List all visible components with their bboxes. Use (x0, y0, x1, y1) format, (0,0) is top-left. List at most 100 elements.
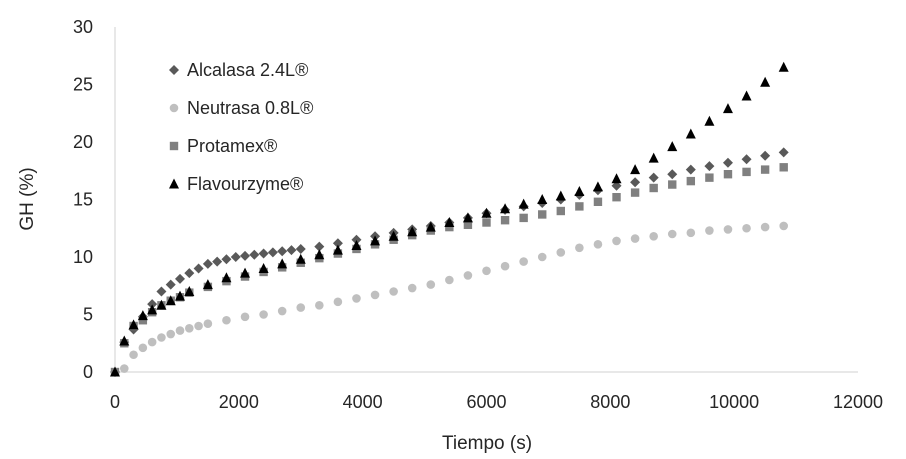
circle-data-point (194, 321, 203, 331)
square-data-point (575, 202, 584, 211)
y-tick-label: 30 (73, 17, 93, 37)
circle-data-point (649, 232, 658, 241)
circle-data-point (407, 283, 417, 293)
triangle-data-point (119, 335, 130, 346)
circle-data-point (500, 261, 510, 271)
triangle-data-point (722, 103, 733, 114)
square-data-point (500, 216, 510, 225)
circle-data-point (760, 222, 770, 232)
legend-diamond-marker (169, 65, 179, 75)
legend-square-marker (169, 141, 179, 151)
diamond-data-point (778, 147, 789, 158)
square-data-point (668, 180, 677, 189)
legend-label: Protamex® (187, 136, 277, 156)
square-data-point (612, 193, 621, 202)
triangle-data-point (611, 173, 622, 184)
legend-label: Neutrasa 0.8L® (187, 98, 313, 118)
triangle-data-point (741, 90, 752, 101)
circle-data-point (742, 223, 751, 233)
circle-data-point (175, 326, 185, 335)
series-triangle (110, 61, 789, 377)
circle-data-point (185, 324, 194, 333)
y-tick-label: 10 (73, 247, 93, 267)
triangle-data-point (370, 235, 381, 246)
triangle-data-point (500, 203, 511, 214)
diamond-data-point (277, 246, 288, 257)
x-tick-label: 8000 (590, 392, 630, 412)
legend-item: Neutrasa 0.8L® (169, 98, 313, 118)
series-circle (110, 221, 788, 377)
square-data-point (760, 165, 770, 174)
diamond-data-point (760, 150, 771, 161)
triangle-data-point (184, 286, 195, 296)
legend-item: Protamex® (169, 136, 277, 156)
circle-data-point (426, 280, 436, 289)
diamond-data-point (165, 279, 176, 290)
diamond-data-point (230, 252, 241, 262)
triangle-data-point (574, 185, 585, 196)
x-tick-label: 12000 (833, 392, 883, 412)
square-data-point (538, 210, 547, 219)
square-data-point (463, 220, 473, 229)
x-tick-label: 2000 (219, 392, 259, 412)
circle-data-point (612, 236, 621, 246)
diamond-data-point (267, 247, 278, 258)
circle-data-point (277, 306, 287, 316)
triangle-data-point (760, 76, 771, 87)
square-data-point (593, 197, 603, 206)
triangle-data-point (667, 141, 678, 152)
diamond-data-point (630, 177, 641, 188)
triangle-data-point (592, 181, 603, 192)
circle-data-point (389, 287, 398, 296)
triangle-data-point (295, 253, 306, 264)
circle-data-point (259, 310, 268, 319)
circle-data-point (370, 290, 380, 300)
triangle-data-point (407, 226, 418, 237)
x-tick-label: 0 (110, 392, 120, 412)
circle-data-point (482, 266, 491, 276)
x-tick-label: 10000 (709, 392, 759, 412)
diamond-data-point (667, 169, 678, 180)
circle-data-point (166, 329, 176, 339)
square-data-point (630, 188, 640, 197)
legend-label: Alcalasa 2.4L® (187, 60, 308, 80)
circle-data-point (593, 240, 603, 249)
legend-label: Flavourzyme® (187, 174, 303, 194)
legend-triangle-marker (169, 178, 179, 189)
circle-data-point (315, 301, 324, 310)
circle-data-point (667, 229, 677, 239)
circle-data-point (537, 252, 547, 262)
square-data-point (723, 170, 733, 179)
triangle-data-point (156, 299, 167, 310)
triangle-data-point (518, 198, 529, 209)
legend: Alcalasa 2.4L® Neutrasa 0.8L® Protamex® Fla… (169, 60, 313, 194)
circle-data-point (333, 297, 343, 307)
circle-data-point (463, 271, 473, 280)
series-square (110, 163, 788, 377)
circle-data-point (222, 315, 231, 325)
x-tick-label: 4000 (343, 392, 383, 412)
diamond-data-point (240, 250, 251, 261)
diamond-data-point (741, 154, 752, 165)
diamond-data-point (295, 243, 306, 254)
square-data-point (138, 316, 148, 325)
diamond-data-point (648, 172, 659, 183)
circle-data-point (575, 243, 584, 253)
series-layer (110, 61, 789, 377)
triangle-data-point (778, 61, 789, 72)
circle-data-point (352, 294, 361, 303)
circle-data-point (203, 319, 213, 329)
circle-data-point (630, 234, 640, 243)
circle-data-point (138, 343, 148, 353)
axes: 0 2000 4000 6000 8000 10000 12000 0 5 10 15 20 25 30 (73, 17, 883, 412)
triangle-data-point (555, 190, 566, 201)
y-axis-title: GH (%) (17, 167, 38, 230)
diamond-data-point (202, 258, 213, 269)
circle-data-point (445, 275, 454, 285)
y-tick-label: 0 (83, 362, 93, 382)
triangle-data-point (332, 244, 343, 255)
triangle-data-point (147, 304, 158, 315)
triangle-data-point (314, 249, 325, 260)
